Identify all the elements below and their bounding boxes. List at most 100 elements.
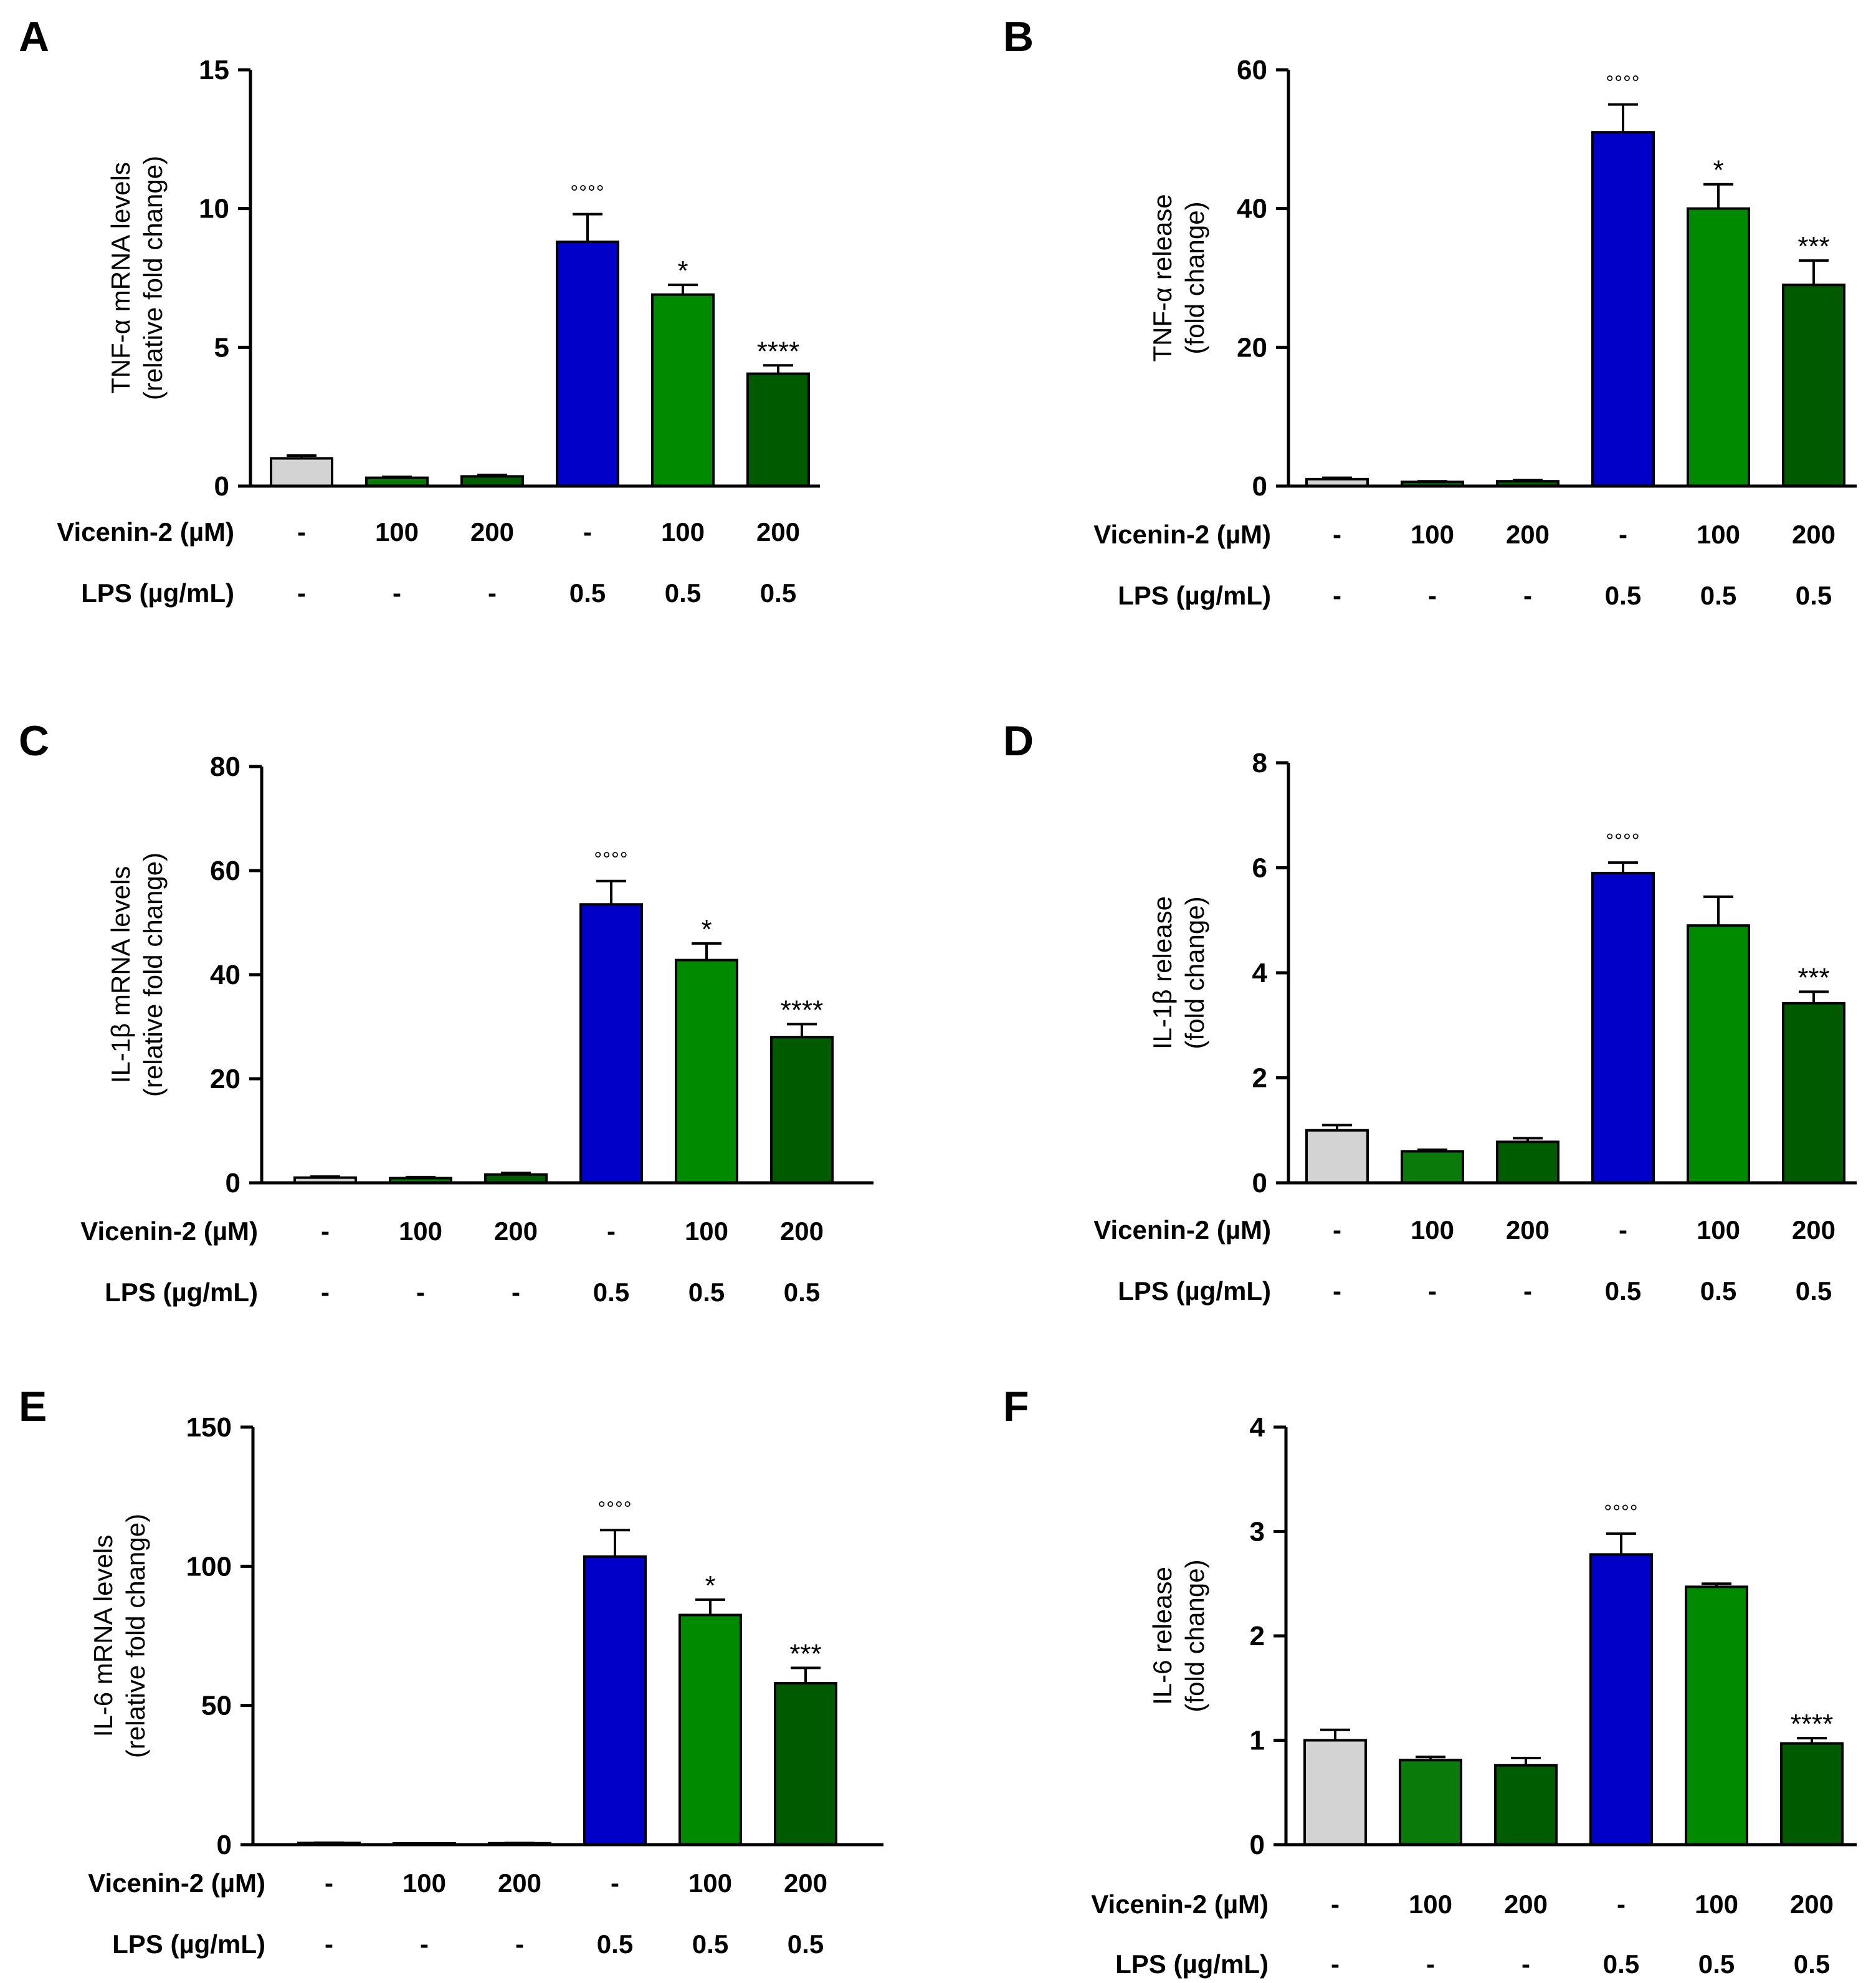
lps-dose-label: - — [1523, 581, 1532, 610]
vicenin-dose-label: 100 — [1409, 1890, 1452, 1919]
vicenin-dose-label: 100 — [375, 517, 419, 547]
panel-c-letter: C — [19, 717, 49, 765]
row-label-lps: LPS (µg/mL) — [1115, 1949, 1269, 1979]
lps-dose-label: 0.5 — [692, 1929, 728, 1959]
vicenin-dose-label: 100 — [1411, 520, 1454, 549]
bar — [1305, 1129, 1369, 1184]
row-label-lps: LPS (µg/mL) — [105, 1278, 258, 1307]
bar — [579, 903, 643, 1185]
vicenin-dose-label: - — [1619, 1215, 1627, 1245]
vicenin-dose-label: - — [1331, 1890, 1340, 1919]
lps-dose-label: - — [1333, 1276, 1341, 1306]
bar — [774, 1681, 837, 1847]
vicenin-dose-label: - — [321, 1216, 330, 1246]
bar — [1687, 207, 1750, 487]
y-tick-label: 0 — [1252, 471, 1267, 502]
y-tick-label: 150 — [186, 1412, 232, 1443]
lps-dose-label: - — [1428, 581, 1437, 610]
y-tick-label: 4 — [1250, 1412, 1265, 1443]
bar — [1401, 1150, 1464, 1184]
y-axis-title-units: (relative fold change) — [121, 1514, 150, 1758]
lps-dose-label: - — [1331, 1949, 1340, 1979]
vicenin-dose-label: 200 — [498, 1868, 541, 1898]
vicenin-dose-label: - — [1333, 1215, 1341, 1245]
lps-dose-label: - — [1523, 1276, 1532, 1306]
y-tick-label: 60 — [210, 856, 240, 886]
vicenin-dose-label: 200 — [470, 517, 514, 547]
y-tick-label: 1 — [1250, 1726, 1265, 1756]
vicenin-dose-label: 200 — [1792, 520, 1836, 549]
vicenin-dose-label: 200 — [1506, 1215, 1550, 1245]
y-axis-title: TNF-α mRNA levels — [106, 162, 135, 394]
bar — [1494, 1764, 1558, 1846]
row-label-lps: LPS (µg/mL) — [1118, 581, 1271, 610]
lps-dose-label: 0.5 — [665, 578, 701, 608]
y-tick-label: 0 — [217, 1830, 232, 1860]
lps-dose-label: 0.5 — [760, 578, 796, 608]
bar — [679, 1613, 742, 1846]
y-tick-label: 0 — [214, 471, 229, 502]
y-tick-label: 2 — [1250, 1621, 1265, 1651]
significance-marker: *** — [789, 1638, 821, 1669]
bar — [1687, 924, 1750, 1185]
panel-d-letter: D — [1003, 717, 1034, 765]
significance-marker-lps: °°°° — [594, 848, 628, 871]
y-tick-label: 60 — [1237, 55, 1267, 85]
lps-dose-label: 0.5 — [1796, 581, 1832, 610]
significance-marker-lps: °°°° — [1604, 1501, 1638, 1523]
panel-f: F IL-6 release (fold change) 0 1 2 3 4 °°°° **** V… — [1003, 1383, 1857, 1979]
y-axis-title-units: (fold change) — [1180, 201, 1209, 354]
significance-marker-lps: °°°° — [1606, 829, 1640, 852]
bar — [1685, 1585, 1748, 1846]
panel-f-letter: F — [1003, 1383, 1029, 1430]
y-axis-title: IL-6 release — [1148, 1567, 1177, 1705]
y-tick-label: 80 — [210, 752, 240, 782]
bar — [1591, 871, 1655, 1185]
y-tick-label: 8 — [1252, 748, 1267, 778]
y-axis-title-units: (fold change) — [1180, 1559, 1209, 1712]
y-tick-label: 5 — [214, 332, 229, 363]
significance-marker: **** — [781, 995, 824, 1025]
lps-dose-label: 0.5 — [593, 1278, 629, 1307]
bar — [675, 958, 738, 1184]
vicenin-dose-label: - — [325, 1868, 333, 1898]
bar — [651, 293, 715, 487]
lps-dose-label: 0.5 — [1698, 1949, 1735, 1979]
significance-marker: * — [701, 914, 712, 945]
row-label-lps: LPS (µg/mL) — [1118, 1276, 1271, 1306]
vicenin-dose-label: - — [1617, 1890, 1626, 1919]
lps-dose-label: 0.5 — [688, 1278, 725, 1307]
significance-marker: * — [705, 1570, 715, 1601]
lps-dose-label: - — [416, 1278, 425, 1307]
y-axis-title: TNF-α release — [1148, 194, 1177, 361]
row-label-lps: LPS (µg/mL) — [112, 1929, 265, 1959]
y-tick-label: 40 — [210, 960, 240, 990]
lps-dose-label: 0.5 — [1605, 581, 1641, 610]
significance-marker: * — [677, 256, 688, 286]
bar — [556, 241, 619, 487]
panel-b-letter: B — [1003, 13, 1034, 60]
vicenin-dose-label: - — [607, 1216, 616, 1246]
vicenin-dose-label: 200 — [1792, 1215, 1836, 1245]
vicenin-dose-label: 200 — [780, 1216, 824, 1246]
y-axis-title-units: (fold change) — [1180, 896, 1209, 1049]
y-tick-label: 0 — [1252, 1168, 1267, 1198]
row-label-vicenin: Vicenin-2 (µM) — [1093, 520, 1271, 549]
y-axis-title: IL-6 mRNA levels — [88, 1535, 118, 1737]
vicenin-dose-label: 200 — [784, 1868, 827, 1898]
y-tick-label: 0 — [226, 1168, 240, 1198]
significance-marker: *** — [1797, 962, 1829, 993]
y-tick-label: 40 — [1237, 194, 1267, 224]
y-tick-label: 4 — [1252, 958, 1268, 988]
vicenin-dose-label: 200 — [1790, 1890, 1834, 1919]
row-label-vicenin: Vicenin-2 (µM) — [88, 1868, 265, 1898]
y-tick-label: 20 — [210, 1064, 240, 1094]
y-tick-label: 3 — [1250, 1517, 1265, 1547]
significance-marker: * — [1713, 155, 1723, 186]
lps-dose-label: - — [297, 578, 306, 608]
lps-dose-label: 0.5 — [1700, 581, 1736, 610]
bar — [1591, 131, 1655, 487]
row-label-vicenin: Vicenin-2 (µM) — [1091, 1890, 1269, 1919]
